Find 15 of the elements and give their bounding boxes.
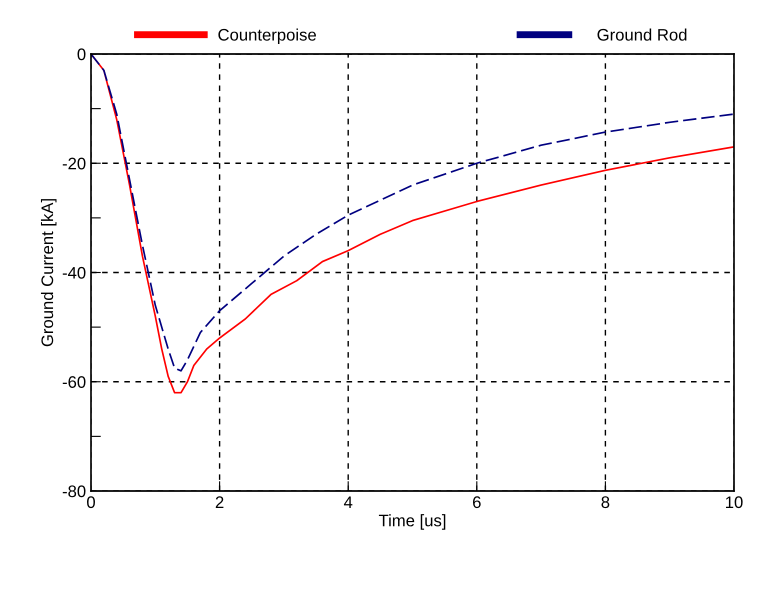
- x-tick-label: 4: [344, 496, 352, 508]
- x-tick-label: 2: [216, 496, 224, 508]
- legend-label: Counterpoise: [218, 28, 316, 44]
- legend-label: Ground Rod: [598, 28, 686, 41]
- y-tick-label: -60: [62, 376, 86, 388]
- y-tick-label: 0: [78, 48, 86, 60]
- y-tick-label: -20: [62, 158, 86, 170]
- x-tick-label: 10: [726, 496, 743, 508]
- y-axis-title: Ground Current [kA]: [40, 199, 56, 346]
- x-tick-label: 6: [473, 496, 481, 508]
- y-tick-label: -80: [62, 485, 86, 498]
- x-tick-label: 8: [601, 496, 610, 508]
- x-tick-label: 0: [87, 496, 95, 508]
- x-axis-title: Time [us]: [378, 514, 446, 530]
- y-tick-label: -40: [62, 266, 86, 279]
